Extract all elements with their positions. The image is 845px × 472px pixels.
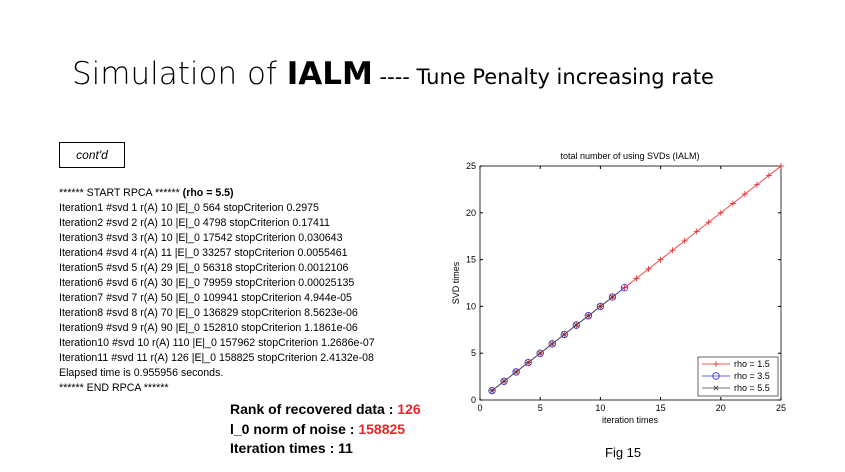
noise-line: l_0 norm of noise : 158825 xyxy=(230,420,421,440)
rank-value: 126 xyxy=(397,401,421,417)
rank-line: Rank of recovered data : 126 xyxy=(230,400,421,420)
title-bold: IALM xyxy=(286,56,373,92)
data-point xyxy=(778,163,784,169)
log-line: Iteration8 #svd 8 r(A) 70 |E|_0 136829 s… xyxy=(59,307,358,319)
noise-label: l_0 norm of noise : xyxy=(230,420,359,437)
y-tick-label: 10 xyxy=(466,301,476,311)
data-point xyxy=(548,340,556,348)
log-line: Iteration11 #svd 11 r(A) 126 |E|_0 15882… xyxy=(59,352,374,364)
log-line: Iteration7 #svd 7 r(A) 50 |E|_0 109941 s… xyxy=(59,292,352,304)
data-point xyxy=(560,330,568,339)
console-log: ****** START RPCA ****** (rho = 5.5) Ite… xyxy=(59,186,375,396)
log-line: Iteration2 #svd 2 r(A) 10 |E|_0 4798 sto… xyxy=(59,217,330,229)
legend-marker xyxy=(713,361,719,367)
x-tick-label: 5 xyxy=(538,403,543,413)
data-point xyxy=(524,358,532,367)
data-point xyxy=(489,388,495,394)
data-point xyxy=(681,237,688,244)
log-line: Iteration3 #svd 3 r(A) 10 |E|_0 17542 st… xyxy=(59,232,343,244)
data-point xyxy=(729,200,736,207)
legend-label: rho = 3.5 xyxy=(734,371,770,381)
data-point xyxy=(608,293,617,301)
data-point xyxy=(537,350,543,356)
y-axis-label: SVD times xyxy=(451,261,461,304)
data-point xyxy=(500,377,508,385)
data-point xyxy=(620,283,629,292)
log-line: Iteration1 #svd 1 r(A) 10 |E|_0 564 stop… xyxy=(59,202,319,214)
x-tick-label: 10 xyxy=(595,403,605,413)
y-tick-label: 25 xyxy=(466,161,476,171)
log-line: ****** END RPCA ****** xyxy=(59,382,169,394)
title-main: Simulation of xyxy=(72,56,287,92)
data-point xyxy=(561,331,567,337)
figure-caption: Fig 15 xyxy=(605,445,642,460)
data-point xyxy=(657,256,664,263)
data-point xyxy=(596,302,605,311)
log-header-rho: (rho = 5.5) xyxy=(179,187,234,199)
data-point xyxy=(669,247,676,254)
data-point xyxy=(573,322,579,328)
y-tick-label: 0 xyxy=(471,395,476,405)
data-point xyxy=(705,219,712,226)
log-line: Iteration4 #svd 4 r(A) 11 |E|_0 33257 st… xyxy=(59,247,348,259)
data-point xyxy=(753,181,760,188)
iter-value: 11 xyxy=(338,440,353,456)
x-tick-label: 25 xyxy=(776,403,786,413)
plot-frame xyxy=(479,165,782,401)
data-point xyxy=(584,312,593,320)
iter-line: Iteration times : 11 xyxy=(230,439,421,459)
rank-label: Rank of recovered data : xyxy=(230,401,398,417)
contd-box: cont'd xyxy=(59,142,125,168)
data-point xyxy=(512,368,520,376)
log-line: Iteration10 #svd 10 r(A) 110 |E|_0 15796… xyxy=(59,337,375,349)
data-point xyxy=(633,275,640,282)
log-line: Iteration6 #svd 6 r(A) 30 |E|_0 79959 st… xyxy=(59,277,355,289)
log-header-text: ****** START RPCA ****** xyxy=(59,187,180,199)
x-axis-label: iteration times xyxy=(602,415,659,425)
y-tick-label: 20 xyxy=(466,208,476,218)
x-tick-label: 20 xyxy=(716,403,726,413)
legend-label: rho = 5.5 xyxy=(734,383,770,393)
x-tick-label: 15 xyxy=(656,403,666,413)
legend-marker xyxy=(713,385,719,391)
data-point xyxy=(645,265,652,272)
data-point xyxy=(717,209,724,216)
data-point xyxy=(765,172,772,179)
y-tick-label: 5 xyxy=(471,348,476,358)
log-line: Elapsed time is 0.955956 seconds. xyxy=(59,367,224,379)
log-line: Iteration9 #svd 9 r(A) 90 |E|_0 152810 s… xyxy=(59,322,358,334)
data-point xyxy=(536,349,544,357)
data-point xyxy=(501,378,507,384)
title-subtitle: ---- Tune Penalty increasing rate xyxy=(372,65,714,89)
log-line: Iteration5 #svd 5 r(A) 29 |E|_0 56318 st… xyxy=(59,262,349,274)
legend-box xyxy=(697,356,779,397)
data-point xyxy=(693,228,700,235)
legend-marker xyxy=(712,372,720,380)
noise-value: 158825 xyxy=(358,420,406,437)
slide-title: Simulation of IALM ---- Tune Penalty inc… xyxy=(72,56,714,92)
data-point xyxy=(572,321,581,329)
log-header: ****** START RPCA ****** (rho = 5.5) xyxy=(59,186,375,201)
data-point xyxy=(585,313,591,319)
data-point xyxy=(488,386,496,395)
chart-title: total number of using SVDs (IALM) xyxy=(560,151,699,161)
x-tick-label: 0 xyxy=(477,403,482,413)
data-point xyxy=(549,341,555,347)
data-point xyxy=(525,360,531,366)
y-tick-label: 15 xyxy=(466,255,476,265)
data-point xyxy=(609,294,615,300)
data-point xyxy=(597,303,603,309)
data-point xyxy=(513,369,519,375)
legend-label: rho = 1.5 xyxy=(734,359,770,369)
iter-label: Iteration times : xyxy=(230,440,339,456)
data-point xyxy=(741,191,748,198)
summary: Rank of recovered data : 126 l_0 norm of… xyxy=(230,400,421,459)
